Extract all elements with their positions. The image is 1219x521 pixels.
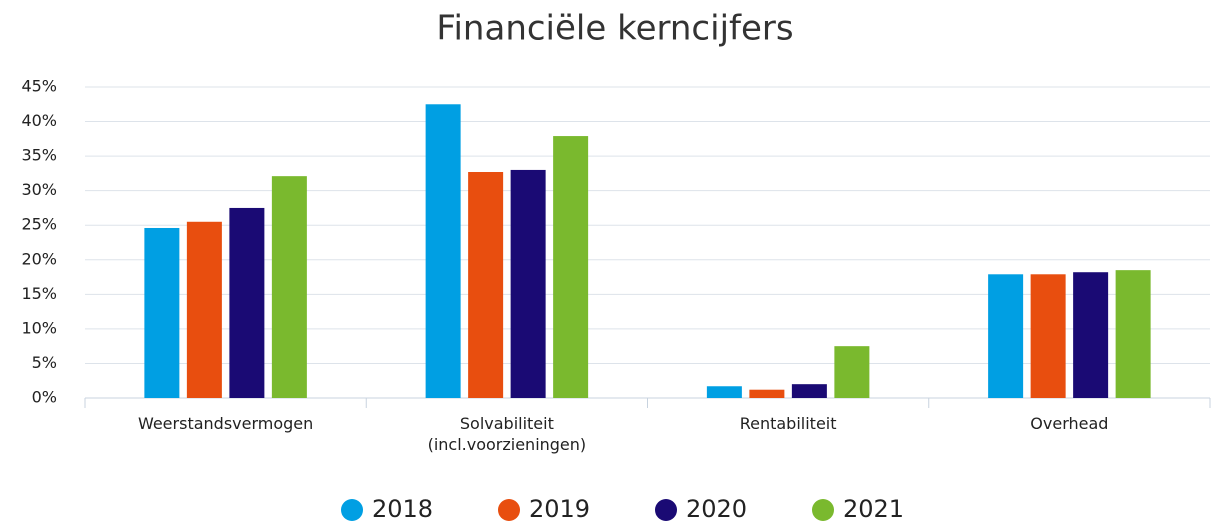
bar	[553, 136, 589, 398]
y-tick-label: 10%	[21, 318, 57, 337]
bar	[229, 207, 265, 398]
legend-label: 2020	[686, 495, 747, 521]
bar	[186, 221, 222, 398]
y-tick-label: 30%	[21, 180, 57, 199]
legend-label: 2021	[843, 495, 904, 521]
bar	[510, 169, 546, 398]
bar	[271, 176, 307, 398]
bar	[706, 386, 742, 398]
y-tick-label: 25%	[21, 215, 57, 234]
y-tick-label: 45%	[21, 77, 57, 96]
bar	[468, 172, 504, 398]
legend-swatch	[655, 499, 677, 521]
bar	[1030, 274, 1066, 398]
bar	[834, 346, 870, 398]
x-tick-label: Rentabiliteit	[739, 414, 837, 433]
legend-swatch	[812, 499, 834, 521]
x-tick-label: Solvabiliteit (incl.voorzieningen)	[427, 414, 587, 454]
bar	[749, 389, 785, 398]
y-tick-label: 40%	[21, 111, 57, 130]
x-tick-label: Overhead	[1030, 414, 1109, 433]
bar	[988, 274, 1024, 398]
chart-title: Financiële kerncijfers	[436, 9, 793, 49]
bar	[791, 384, 827, 398]
bar	[425, 104, 461, 399]
bar	[144, 227, 180, 398]
y-tick-label: 20%	[21, 249, 57, 268]
legend-swatch	[341, 499, 363, 521]
y-tick-label: 5%	[32, 353, 57, 372]
y-tick-label: 0%	[32, 388, 57, 407]
y-tick-label: 35%	[21, 146, 57, 165]
legend-label: 2019	[529, 495, 590, 521]
legend-label: 2018	[372, 495, 433, 521]
bar	[1073, 272, 1109, 398]
x-tick-label: Weerstandsvermogen	[137, 414, 314, 433]
legend-swatch	[498, 499, 520, 521]
y-tick-label: 15%	[21, 284, 57, 303]
bar	[1115, 270, 1151, 398]
